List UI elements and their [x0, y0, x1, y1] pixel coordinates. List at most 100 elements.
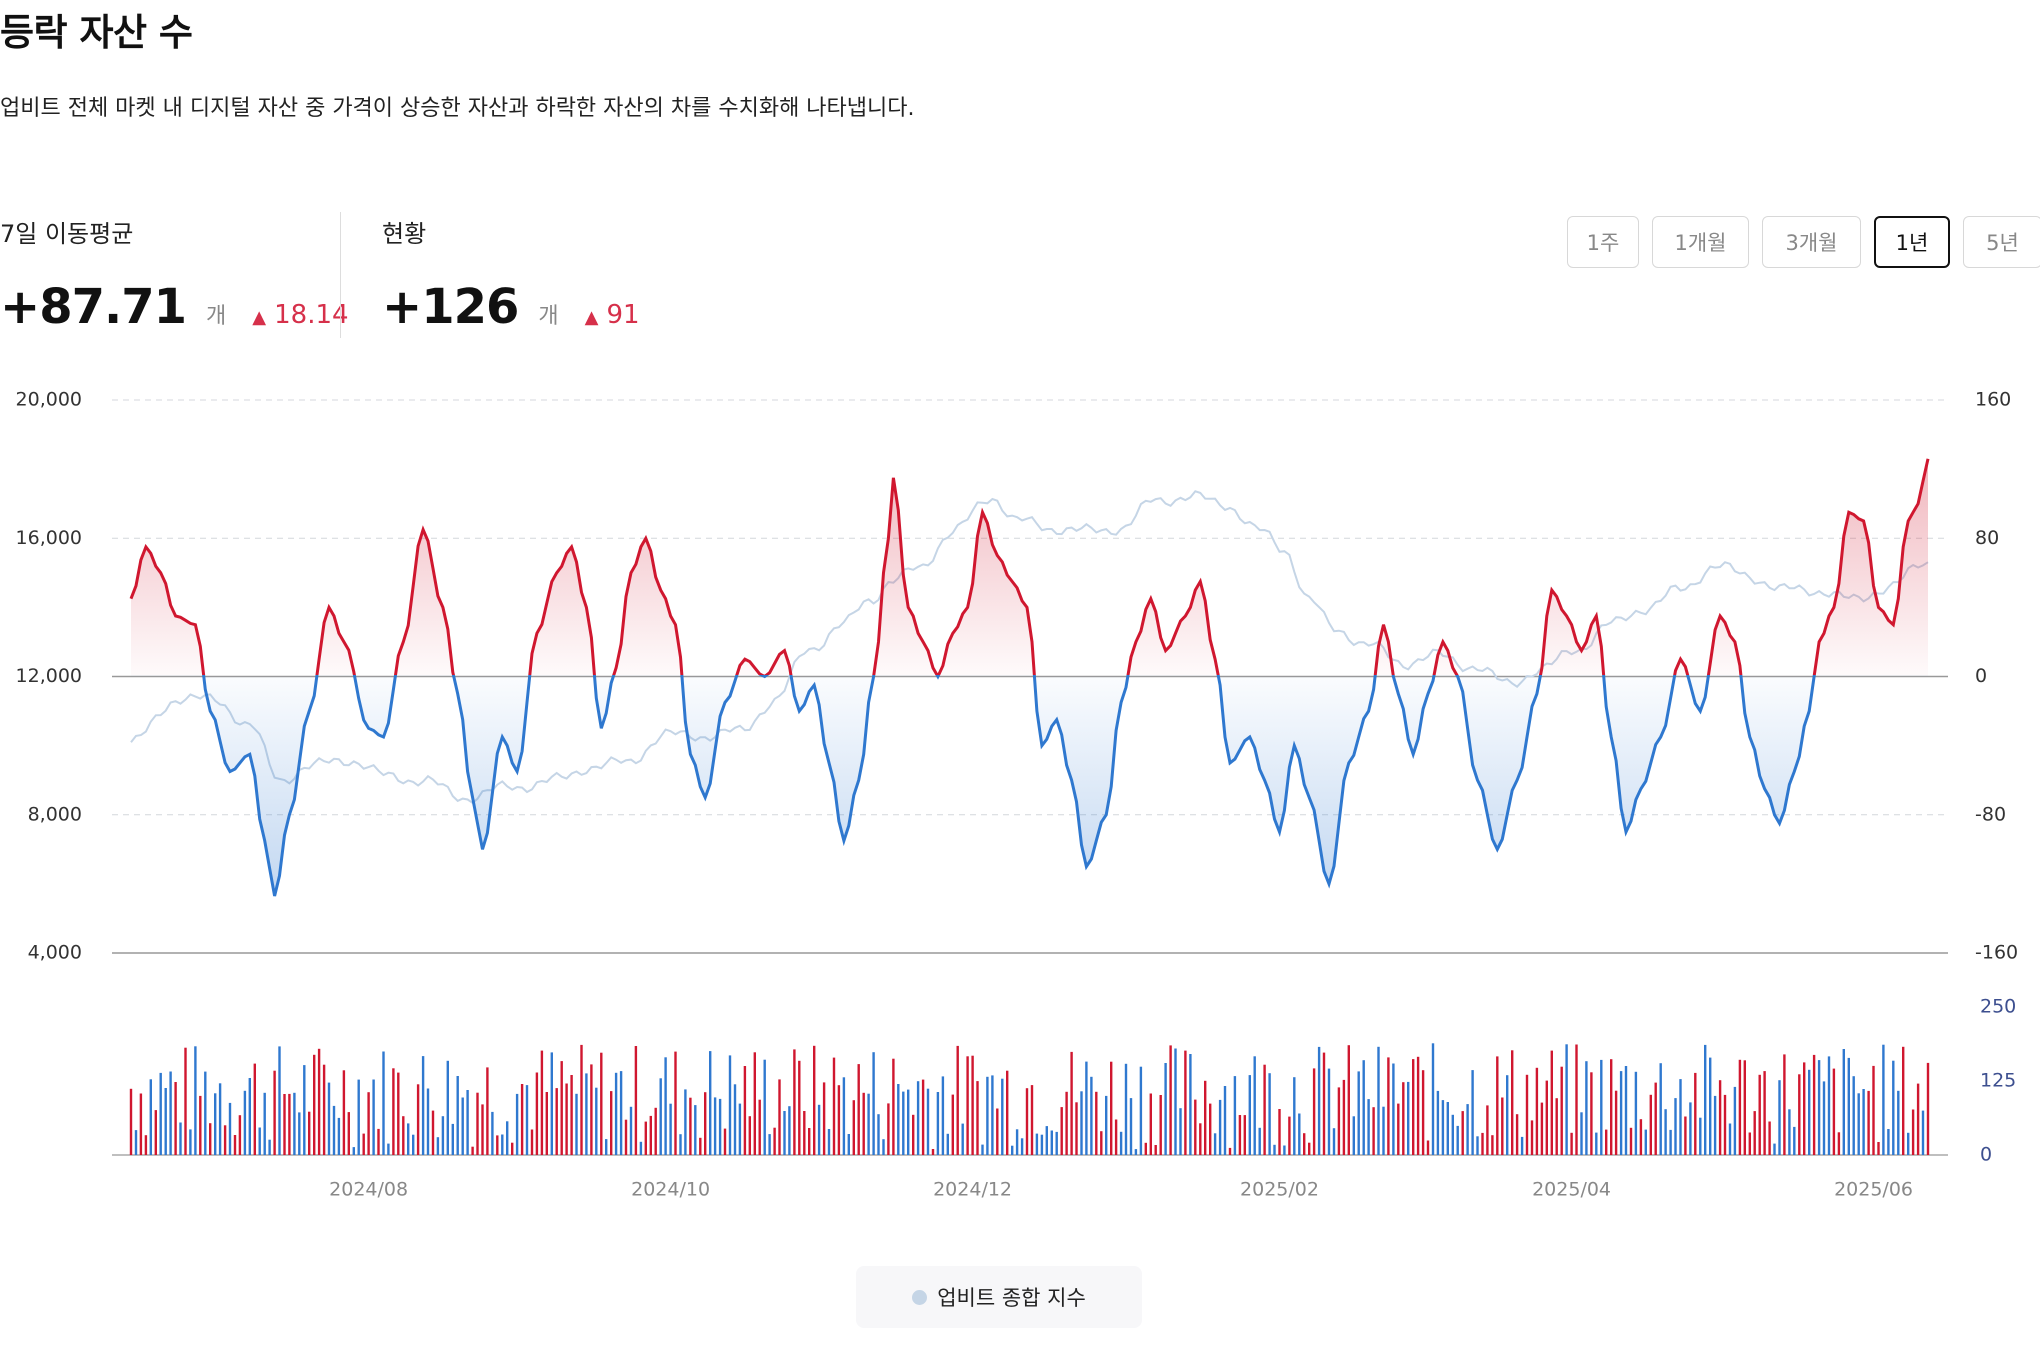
volume-bar [1817, 1060, 1821, 1155]
volume-bar [268, 1139, 271, 1155]
volume-bar [867, 1093, 870, 1155]
volume-bar [451, 1123, 454, 1155]
volume-bar [387, 1143, 390, 1155]
volume-bar [951, 1094, 954, 1155]
volume-bar [1486, 1105, 1489, 1155]
volume-bar [218, 1083, 222, 1155]
volume-bar [194, 1046, 197, 1155]
volume-bar [179, 1122, 182, 1155]
volume-bar [397, 1072, 400, 1155]
volume-tick-label: 125 [1980, 1070, 2016, 1092]
volume-bar [1570, 1132, 1573, 1155]
volume-bar [1357, 1071, 1360, 1155]
volume-bar [1525, 1074, 1529, 1155]
volume-bar [827, 1129, 831, 1155]
volume-bar [674, 1051, 677, 1155]
volume-bar [248, 1078, 251, 1155]
volume-bar [1392, 1063, 1395, 1155]
volume-axis: 250 125 0 [1980, 996, 2016, 1166]
volume-bar [946, 1133, 949, 1155]
volume-bar [377, 1128, 380, 1155]
volume-bar [412, 1134, 415, 1155]
volume-bar [253, 1063, 256, 1155]
volume-bar [1877, 1142, 1880, 1155]
volume-bar [1337, 1087, 1341, 1155]
volume-bar [808, 1128, 811, 1155]
volume-bar [1679, 1079, 1682, 1155]
volume-bar [1565, 1044, 1568, 1155]
volume-bar [822, 1082, 826, 1155]
legend-label[interactable]: 업비트 종합 지수 [937, 1286, 1086, 1310]
volume-bar [1332, 1128, 1336, 1155]
volume-bar [1303, 1133, 1306, 1155]
y-right-tick-label: -160 [1975, 942, 2018, 964]
period-1y-button[interactable]: 1년 [1874, 216, 1950, 268]
volume-bar [233, 1135, 237, 1155]
volume-bar [446, 1060, 449, 1155]
advance-decline-chart: 20,000 16,000 12,000 8,000 4,000 160 80 0 -80 -1… [16, 389, 2019, 1201]
volume-bar [768, 1134, 771, 1155]
volume-bar [352, 1147, 355, 1155]
volume-bar [1025, 1088, 1029, 1155]
period-1w-button[interactable]: 1주 [1567, 216, 1639, 268]
volume-bar [1619, 1071, 1623, 1155]
volume-tick-label: 0 [1980, 1144, 1992, 1166]
volume-bar [1466, 1104, 1469, 1155]
volume-bar [476, 1092, 479, 1155]
volume-bar [991, 1075, 994, 1155]
volume-bar [1367, 1099, 1370, 1155]
volume-bar [1100, 1131, 1103, 1155]
volume-bar [347, 1112, 350, 1155]
period-1m-button[interactable]: 1개월 [1652, 216, 1749, 268]
volume-bar [1793, 1126, 1796, 1155]
volume-bar [1535, 1067, 1539, 1155]
volume-bar [1907, 1132, 1910, 1155]
volume-bar [129, 1088, 133, 1155]
volume-bar [1223, 1086, 1227, 1155]
volume-bar [872, 1052, 875, 1155]
period-5y-button[interactable]: 5년 [1963, 216, 2040, 268]
volume-bar [1218, 1099, 1222, 1155]
period-3m-button[interactable]: 3개월 [1762, 216, 1861, 268]
volume-bar [402, 1116, 405, 1155]
volume-bar [961, 1123, 964, 1155]
volume-bar [1709, 1057, 1712, 1155]
period-selector: 1주 1개월 3개월 1년 5년 [1567, 216, 2040, 268]
volume-bar [1179, 1108, 1182, 1155]
volume-bar [1684, 1116, 1687, 1155]
series-decline-area [131, 675, 1928, 896]
volume-bar [223, 1125, 227, 1155]
volume-bar [976, 1081, 979, 1155]
volume-bar [322, 1064, 326, 1155]
volume-bar [1451, 1114, 1454, 1155]
volume-bar [540, 1050, 544, 1155]
volume-bar [515, 1093, 519, 1155]
volume-bar [466, 1090, 469, 1155]
volume-bar [1199, 1123, 1202, 1155]
volume-bar [798, 1060, 801, 1155]
volume-bar [1595, 1132, 1598, 1155]
volume-bar [892, 1058, 895, 1155]
volume-bar [590, 1064, 593, 1155]
volume-bar [1867, 1090, 1870, 1155]
volume-bar [1362, 1060, 1365, 1155]
volume-bar [624, 1119, 628, 1155]
volume-bar [1713, 1095, 1717, 1155]
volume-bar [149, 1079, 152, 1155]
volume-bar [669, 1103, 672, 1155]
volume-bar [1233, 1076, 1237, 1155]
x-tick-label: 2025/06 [1834, 1179, 1913, 1201]
y-left-tick-label: 12,000 [16, 665, 82, 687]
metric-value: +126 [382, 279, 519, 335]
volume-bar [1327, 1068, 1331, 1155]
volume-bar [1590, 1072, 1593, 1155]
volume-bar [1461, 1111, 1464, 1155]
volume-bar [357, 1079, 360, 1155]
volume-bar [258, 1127, 261, 1155]
volume-bar [496, 1135, 499, 1155]
volume-bar [1045, 1126, 1048, 1155]
volume-bar [1288, 1116, 1291, 1155]
volume-bar [907, 1089, 910, 1155]
volume-bar [1426, 1140, 1430, 1155]
page-description: 업비트 전체 마켓 내 디지털 자산 중 가격이 상승한 자산과 하락한 자산의… [0, 96, 915, 121]
